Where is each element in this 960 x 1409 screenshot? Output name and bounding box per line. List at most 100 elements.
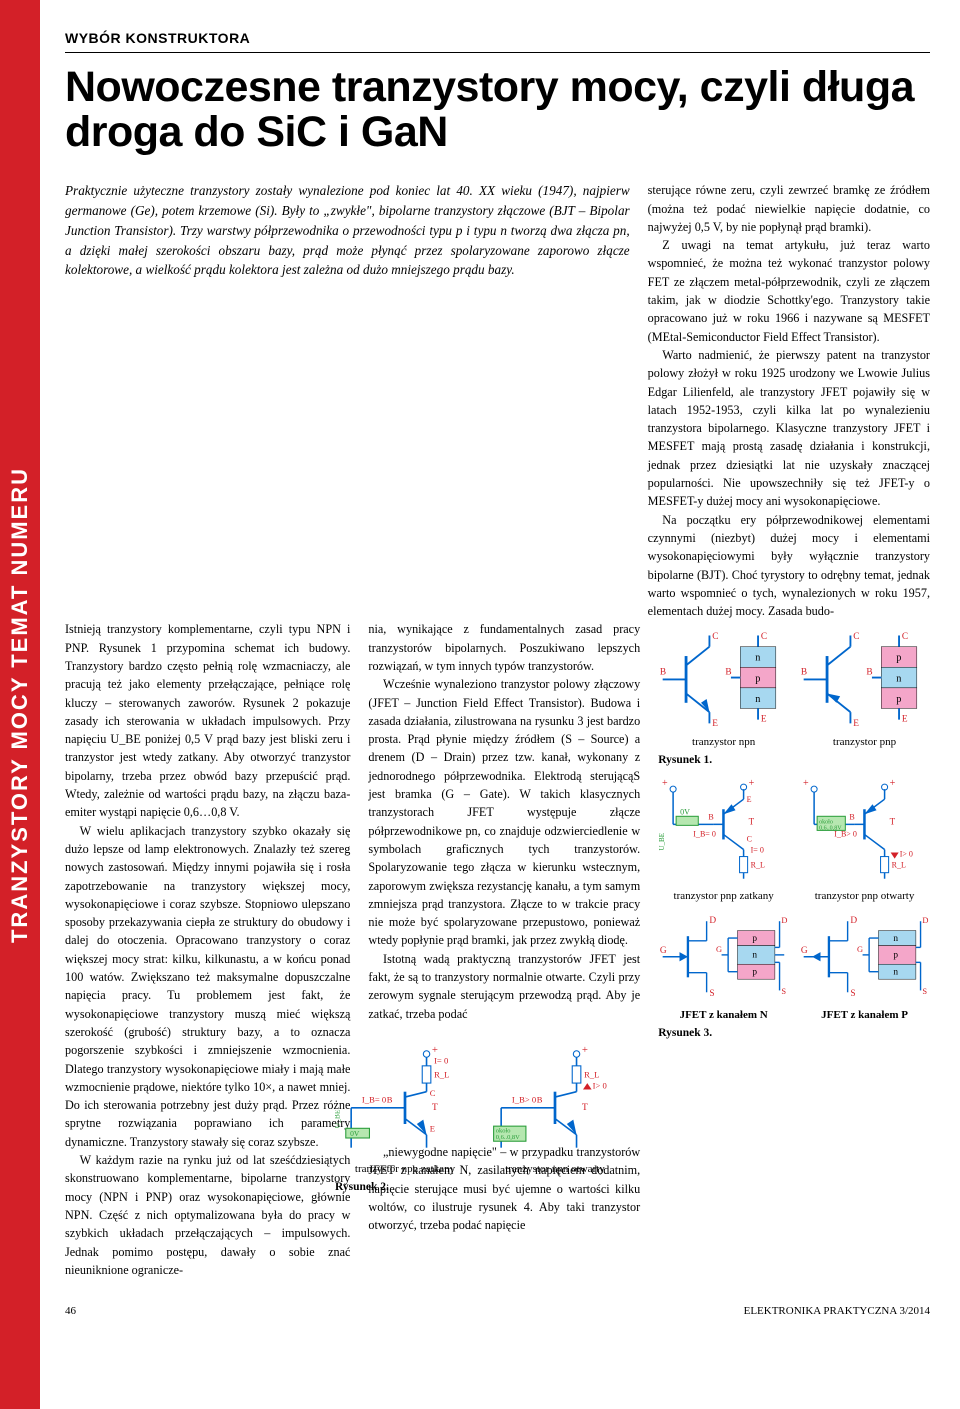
svg-text:B: B bbox=[709, 813, 714, 822]
footer: 46 ELEKTRONIKA PRAKTYCZNA 3/2014 bbox=[65, 1299, 930, 1317]
p: Istotną wadą praktyczną tranzystorów JFE… bbox=[368, 950, 640, 1023]
svg-text:R_L: R_L bbox=[751, 861, 765, 870]
st3: tranzystor pnp otwarty bbox=[799, 890, 930, 902]
sidebar: TRANZYSTORY MOCY TEMAT NUMERU bbox=[0, 0, 40, 1409]
svg-text:C: C bbox=[747, 835, 752, 844]
svg-text:U_BE: U_BE bbox=[335, 1109, 341, 1128]
svg-text:B: B bbox=[387, 1094, 393, 1104]
svg-text:I> 0: I> 0 bbox=[900, 850, 913, 859]
kicker: WYBÓR KONSTRUKTORA bbox=[65, 30, 930, 46]
svg-text:R_L: R_L bbox=[434, 1070, 449, 1080]
svg-text:p: p bbox=[894, 951, 899, 961]
svg-text:E: E bbox=[902, 715, 908, 725]
p: nia, wynikające z fundamentalnych zasad … bbox=[368, 620, 640, 675]
svg-text:C: C bbox=[430, 1088, 436, 1098]
svg-text:D: D bbox=[710, 916, 717, 926]
svg-text:U_BE: U_BE bbox=[658, 833, 666, 851]
svg-text:I_B> 0: I_B> 0 bbox=[512, 1094, 536, 1104]
svg-text:S: S bbox=[710, 989, 715, 999]
magazine-ref: ELEKTRONIKA PRAKTYCZNA 3/2014 bbox=[744, 1305, 930, 1317]
svg-text:n: n bbox=[755, 694, 760, 705]
page-title: Nowoczesne tranzystory mocy, czyli długa… bbox=[65, 65, 930, 155]
svg-text:p: p bbox=[896, 653, 901, 664]
svg-text:C: C bbox=[902, 633, 908, 643]
svg-text:+: + bbox=[890, 778, 896, 789]
fig1-caption: Rysunek 1. bbox=[658, 754, 930, 766]
st0: tranzystor npn zatkany bbox=[335, 1163, 475, 1175]
svg-text:C: C bbox=[853, 633, 859, 643]
svg-text:G: G bbox=[857, 945, 863, 954]
article-content: WYBÓR KONSTRUKTORA Nowoczesne tranzystor… bbox=[40, 0, 960, 1409]
svg-text:I_B> 0: I_B> 0 bbox=[834, 830, 857, 839]
svg-text:+: + bbox=[582, 1044, 588, 1056]
svg-text:T: T bbox=[582, 1102, 588, 1113]
svg-text:T: T bbox=[890, 817, 896, 827]
svg-text:n: n bbox=[894, 968, 899, 978]
svg-text:+: + bbox=[803, 778, 809, 789]
svg-text:+: + bbox=[662, 778, 668, 789]
svg-text:D: D bbox=[782, 916, 788, 925]
svg-text:I_B= 0: I_B= 0 bbox=[362, 1094, 386, 1104]
st2: tranzystor pnp zatkany bbox=[658, 890, 789, 902]
svg-text:E: E bbox=[853, 720, 859, 730]
svg-text:0V: 0V bbox=[680, 808, 690, 817]
col3-top: sterujące równe zeru, czyli zewrzeć bram… bbox=[648, 181, 930, 620]
npn-symbol-svg: C B E n p n B bbox=[658, 628, 789, 731]
svg-text:B: B bbox=[801, 668, 807, 678]
svg-text:n: n bbox=[894, 934, 899, 944]
jfet-n-svg: D G S p n p bbox=[658, 910, 789, 1004]
svg-text:E: E bbox=[430, 1124, 435, 1134]
jfet-p-label: JFET z kanałem P bbox=[799, 1009, 930, 1021]
svg-text:p: p bbox=[753, 934, 758, 944]
jfet-p-svg: D G S n p n bbox=[799, 910, 930, 1004]
svg-text:I_B= 0: I_B= 0 bbox=[693, 830, 716, 839]
pnp-open-svg: około 0,6..0,8V + bbox=[799, 774, 930, 885]
svg-text:0V: 0V bbox=[350, 1129, 360, 1138]
p: Istnieją tranzystory komplementarne, czy… bbox=[65, 620, 350, 821]
svg-text:R_L: R_L bbox=[892, 861, 906, 870]
rule bbox=[65, 52, 930, 53]
svg-text:D: D bbox=[851, 916, 858, 926]
svg-text:I> 0: I> 0 bbox=[593, 1080, 607, 1090]
svg-text:0,6..0,8V: 0,6..0,8V bbox=[496, 1134, 520, 1141]
svg-text:B: B bbox=[726, 668, 732, 678]
npn-label: tranzystor npn bbox=[658, 736, 789, 748]
svg-text:p: p bbox=[755, 674, 760, 685]
p: Na początku ery półprzewodnikowej elemen… bbox=[648, 511, 930, 621]
svg-text:I= 0: I= 0 bbox=[434, 1056, 448, 1066]
p: W wielu aplikacjach tranzystory szybko o… bbox=[65, 822, 350, 1151]
svg-text:S: S bbox=[851, 989, 856, 999]
npn-open-svg: R_L + około 0,6..0,8V T bbox=[485, 1040, 625, 1158]
svg-text:T: T bbox=[432, 1102, 438, 1113]
svg-text:+: + bbox=[749, 778, 755, 789]
svg-text:B: B bbox=[849, 813, 854, 822]
svg-text:p: p bbox=[896, 694, 901, 705]
st1: tranzystor npn otwarty bbox=[485, 1163, 625, 1175]
pnp-symbol-svg: C B E p n p B bbox=[799, 628, 930, 731]
p: Wcześnie wynaleziono tranzystor polowy z… bbox=[368, 675, 640, 949]
svg-text:S: S bbox=[782, 987, 787, 996]
svg-text:p: p bbox=[753, 968, 758, 978]
figure-3: D G S p n p bbox=[658, 910, 930, 1039]
svg-text:n: n bbox=[753, 951, 758, 961]
p: W każdym razie na rynku już od lat sześć… bbox=[65, 1151, 350, 1279]
pnp-closed-svg: 0V + bbox=[658, 774, 789, 885]
svg-text:G: G bbox=[716, 945, 722, 954]
figure-1: C B E n p n B bbox=[658, 628, 930, 766]
figure-2-right: 0V + bbox=[658, 774, 930, 902]
page-number: 46 bbox=[65, 1305, 76, 1317]
svg-text:B: B bbox=[537, 1094, 543, 1104]
svg-text:E: E bbox=[747, 795, 752, 804]
sidebar-label: TRANZYSTORY MOCY TEMAT NUMERU bbox=[7, 466, 33, 942]
svg-text:B: B bbox=[660, 668, 666, 678]
svg-text:G: G bbox=[660, 946, 667, 956]
p: Z uwagi na temat artykułu, już teraz war… bbox=[648, 236, 930, 346]
col1: Istnieją tranzystory komplementarne, czy… bbox=[65, 620, 350, 1279]
intro-text: Praktycznie użyteczne tranzystory został… bbox=[65, 181, 630, 280]
svg-text:G: G bbox=[801, 946, 808, 956]
figure-2-left: R_L + 0V C B E bbox=[335, 1040, 625, 1193]
p: sterujące równe zeru, czyli zewrzeć bram… bbox=[648, 181, 930, 236]
svg-text:n: n bbox=[755, 653, 760, 664]
svg-text:n: n bbox=[896, 674, 901, 685]
svg-text:C: C bbox=[712, 633, 718, 643]
